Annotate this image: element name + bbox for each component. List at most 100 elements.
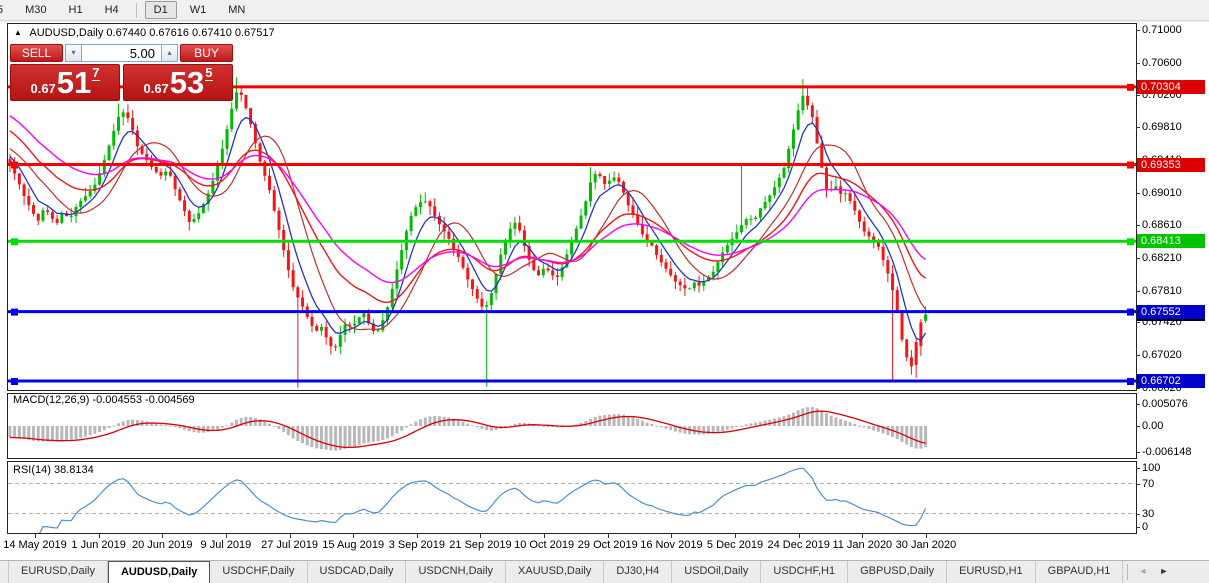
date-axis-tick-mark xyxy=(353,534,355,538)
macd-histogram-bar xyxy=(83,426,87,437)
macd-chart-canvas[interactable] xyxy=(8,393,1136,457)
price-chart-canvas[interactable] xyxy=(8,23,1136,389)
date-axis-label: 16 Nov 2019 xyxy=(640,539,703,551)
candle-body xyxy=(843,193,847,195)
tab-dj30-h4[interactable]: DJ30,H4 xyxy=(604,561,673,583)
toolbar-separator xyxy=(135,2,137,18)
candle-body xyxy=(272,190,276,211)
timeframe-button-mn[interactable]: MN xyxy=(228,4,246,16)
macd-histogram-bar xyxy=(584,421,588,426)
tab-usdcnh-daily[interactable]: USDCNH,Daily xyxy=(406,561,507,583)
candle-body xyxy=(69,216,73,218)
rsi-label: RSI(14) 38.8134 xyxy=(13,464,94,476)
tab-gbpusd-daily[interactable]: GBPUSD,Daily xyxy=(848,561,948,583)
level-handle[interactable] xyxy=(1127,238,1134,246)
price-axis-tick-mark xyxy=(1136,30,1140,31)
macd-histogram-bar xyxy=(768,419,772,426)
tab-scroll-right-button[interactable]: ► xyxy=(1159,566,1169,576)
level-handle[interactable] xyxy=(11,378,18,386)
sell-button[interactable]: SELL xyxy=(10,44,63,62)
candle-body xyxy=(848,193,852,201)
timeframe-button-w1[interactable]: W1 xyxy=(189,4,207,16)
macd-histogram-bar xyxy=(659,426,663,428)
candle-body xyxy=(102,160,106,174)
candle-body xyxy=(329,337,333,347)
ma-slowest-line xyxy=(9,115,927,284)
tab-usdoil-daily[interactable]: USDOil,Daily xyxy=(672,561,762,583)
rsi-panel[interactable] xyxy=(7,461,1137,534)
tab-usdchf-h1[interactable]: USDCHF,H1 xyxy=(761,561,849,583)
macd-histogram-bar xyxy=(645,422,649,426)
macd-histogram-bar xyxy=(282,426,286,433)
candle-body xyxy=(631,205,635,215)
macd-histogram-bar xyxy=(315,426,319,449)
volume-input[interactable] xyxy=(82,44,161,62)
macd-histogram-bar xyxy=(452,418,456,426)
buy-price-main: 53 xyxy=(169,65,205,100)
tab-eurusd-daily[interactable]: EURUSD,Daily xyxy=(8,561,108,583)
buy-button[interactable]: BUY xyxy=(180,44,233,62)
candle-body xyxy=(876,241,880,247)
candle-body xyxy=(905,339,909,358)
collapse-arrow-icon[interactable]: ▲ xyxy=(14,28,22,37)
macd-histogram-bar xyxy=(400,426,404,431)
tab-usdcad-daily[interactable]: USDCAD,Daily xyxy=(308,561,407,583)
candle-body xyxy=(98,173,102,185)
level-handle[interactable] xyxy=(1127,378,1134,386)
candle-body xyxy=(872,236,876,242)
timeframe-button-d1[interactable]: D1 xyxy=(144,1,177,19)
level-handle[interactable] xyxy=(1127,83,1134,91)
macd-histogram-bar xyxy=(475,426,479,428)
candle-body xyxy=(400,250,404,270)
price-axis-tick-mark xyxy=(1136,225,1140,227)
candle-body xyxy=(357,317,361,324)
timeframe-button-h1[interactable]: H1 xyxy=(68,4,83,16)
date-axis-label: 1 Jun 2019 xyxy=(71,539,126,551)
buy-price-display[interactable]: 0.67 53 5 xyxy=(123,64,233,101)
chart-window xyxy=(0,22,1209,583)
candle-body xyxy=(504,240,508,255)
level-handle[interactable] xyxy=(11,308,18,316)
candle-body xyxy=(532,259,536,271)
macd-histogram-bar xyxy=(168,425,172,427)
volume-increase-button[interactable]: ▴ xyxy=(161,44,178,62)
timeframe-button-m30[interactable]: M30 xyxy=(25,4,47,16)
tab-gbpaud-h1[interactable]: GBPAUD,H1 xyxy=(1036,561,1124,583)
candle-body xyxy=(796,110,800,130)
date-axis-tick-mark xyxy=(735,534,737,538)
price-axis-tick-mark xyxy=(1136,387,1140,389)
candle-body xyxy=(900,311,904,340)
level-handle[interactable] xyxy=(1127,161,1134,169)
macd-histogram-bar xyxy=(664,426,668,429)
level-handle[interactable] xyxy=(11,238,18,246)
level-handle[interactable] xyxy=(11,161,18,169)
candle-body xyxy=(187,210,191,222)
candle-body xyxy=(27,195,31,206)
rsi-chart-canvas[interactable] xyxy=(8,462,1136,533)
macd-histogram-bar xyxy=(263,421,267,426)
tab-audusd-daily[interactable]: AUDUSD,Daily xyxy=(107,561,211,583)
tab-scroll-left-button[interactable]: ◄ xyxy=(1138,566,1148,576)
level-handle[interactable] xyxy=(1127,308,1134,316)
tab-eurusd-h1[interactable]: EURUSD,H1 xyxy=(947,561,1036,583)
timeframe-button-h4[interactable]: H4 xyxy=(104,4,119,16)
macd-histogram-bar xyxy=(655,425,659,427)
sell-price-display[interactable]: 0.67 51 7 xyxy=(10,64,120,101)
candle-body xyxy=(32,205,36,214)
tab-xauusd-daily[interactable]: XAUUSD,Daily xyxy=(506,561,605,583)
macd-histogram-bar xyxy=(183,426,187,430)
candle-body xyxy=(678,281,682,286)
macd-histogram-bar xyxy=(881,426,885,434)
candle-body xyxy=(315,325,319,331)
candle-body xyxy=(60,213,64,223)
candle-body xyxy=(192,219,196,222)
macd-axis-tick: -0.006148 xyxy=(1142,446,1192,459)
macd-histogram-bar xyxy=(480,426,484,429)
macd-signal-line xyxy=(9,410,926,449)
timeframe-button-5[interactable]: 5 xyxy=(0,4,4,16)
candle-body xyxy=(46,210,50,213)
candle-body xyxy=(428,201,432,207)
tab-usdchf-daily[interactable]: USDCHF,Daily xyxy=(210,561,308,583)
price-axis-tick-mark xyxy=(1136,322,1140,324)
volume-decrease-button[interactable]: ▾ xyxy=(65,44,82,62)
